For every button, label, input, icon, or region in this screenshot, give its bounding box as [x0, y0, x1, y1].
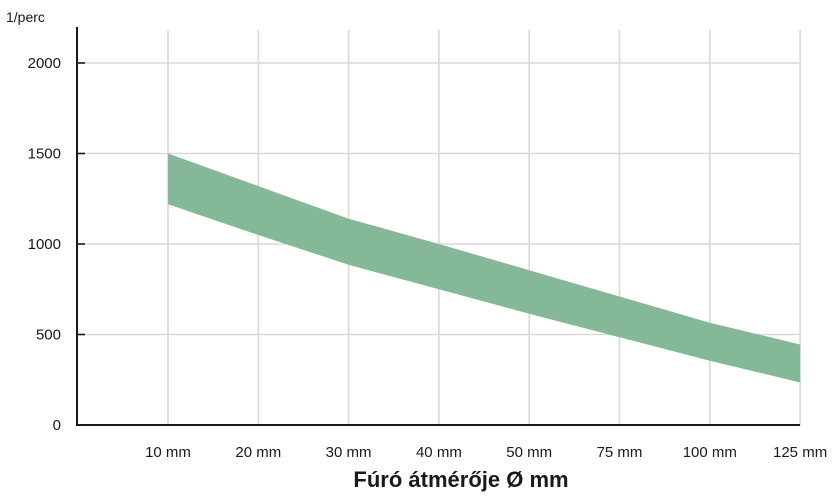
- y-tick-label: 1000: [28, 236, 61, 253]
- band-layer: [168, 153, 801, 383]
- y-axis-label: 1/perc: [6, 9, 45, 25]
- y-tick-label: 2000: [28, 55, 61, 72]
- x-tick-label: 100 mm: [683, 444, 737, 461]
- axis-layer: [76, 27, 800, 426]
- speed-range-band: [168, 153, 801, 383]
- x-tick-labels: 10 mm 20 mm 30 mm 40 mm 50 mm 75 mm 100 mm 125 …: [145, 444, 827, 461]
- x-tick-label: 50 mm: [506, 444, 552, 461]
- grid-layer: [76, 30, 801, 425]
- y-tick-label: 0: [53, 417, 61, 434]
- x-tick-label: 10 mm: [145, 444, 191, 461]
- x-tick-label: 20 mm: [235, 444, 281, 461]
- x-tick-label: 30 mm: [326, 444, 372, 461]
- y-tick-label: 1500: [28, 146, 61, 163]
- x-axis-title: Fúró átmérője Ø mm: [353, 467, 568, 492]
- x-tick-label: 125 mm: [773, 444, 827, 461]
- y-tick-label: 500: [36, 327, 61, 344]
- y-tick-labels: 0 500 1000 1500 2000: [28, 55, 61, 434]
- x-tick-label: 75 mm: [597, 444, 643, 461]
- x-tick-label: 40 mm: [416, 444, 462, 461]
